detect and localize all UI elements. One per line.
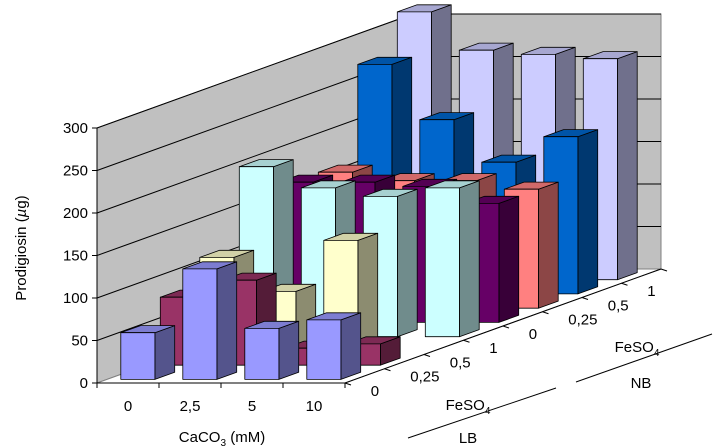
depth-tick-label: 0,5 [450,354,471,371]
bar [120,325,176,380]
bar-side [340,312,362,380]
bar-front [120,332,156,380]
y-tick-label: 50 [71,333,88,350]
y-axis-title-part-3: g) [13,195,30,208]
depth-tick [463,339,470,343]
y-axis-title-part-2: µ [13,209,30,218]
y-tick-label: 0 [80,375,88,392]
bar-side [216,261,238,380]
y-tick-label: 300 [63,120,88,137]
depth-tick [502,325,510,329]
depth-tick-label: 0,5 [608,297,629,314]
depth-tick-label: 0,25 [568,312,597,329]
depth-tick [423,354,431,357]
y-tick-label: 250 [63,163,88,180]
bar [306,312,362,380]
depth-group-label-lb-part-1: FeSO [446,397,485,414]
depth-group-label-nb-part-1: FeSO [615,339,654,356]
bar-side [154,325,176,380]
bar-side [577,129,599,295]
x-tick-label: 2,5 [180,398,201,415]
y-tick-label: 100 [63,290,88,307]
bar-side [278,320,300,380]
depth-tick-label: 1 [489,340,497,357]
depth-tick [660,268,668,272]
depth-tick-label: 0 [529,326,537,343]
x-axis-title-part-3: (mM) [226,429,265,446]
x-tick-label: 0 [124,398,132,415]
bar-front [244,327,280,380]
y-tick-label: 150 [63,248,88,265]
depth-group-line-lb [407,387,557,439]
y-axis-title: Prodigiosin (µg) [13,195,30,300]
bar-front [182,268,218,380]
x-axis-title-subscript: 3 [220,438,226,448]
bar [424,180,480,338]
bar [244,320,300,380]
bar-front [424,187,460,338]
depth-group-medium-lb: LB [459,430,477,447]
y-tick-label: 200 [63,205,88,222]
y-axis-title-part-1: Prodigiosin ( [13,217,30,300]
bar-front [306,319,342,380]
depth-group-medium-nb: NB [631,375,652,392]
depth-tick [581,297,589,300]
depth-group-label-lb: FeSO4 [446,397,491,417]
x-tick-label: 10 [306,398,323,415]
bar-side [538,181,559,309]
bars [120,4,638,380]
x-tick-label: 5 [248,398,256,415]
bar-side [396,188,418,338]
bar-side [458,180,480,338]
bar [182,261,238,380]
depth-group-line-nb [575,333,713,383]
depth-tick-label: 0,25 [410,369,439,386]
depth-tick [384,368,391,372]
axes [92,127,668,388]
x-axis-title-part-1: CaCO [179,429,221,446]
x-axis-title: CaCO3 (mM) [179,429,265,448]
depth-tick [542,311,549,315]
bar [543,129,599,295]
depth-tick [621,282,628,286]
depth-tick-label: 0 [371,383,379,400]
depth-tick [344,382,352,386]
depth-group-label-nb: FeSO4 [615,339,660,359]
depth-tick-label: 1 [647,283,655,300]
bar-side [617,51,638,281]
bar-side [498,195,520,323]
